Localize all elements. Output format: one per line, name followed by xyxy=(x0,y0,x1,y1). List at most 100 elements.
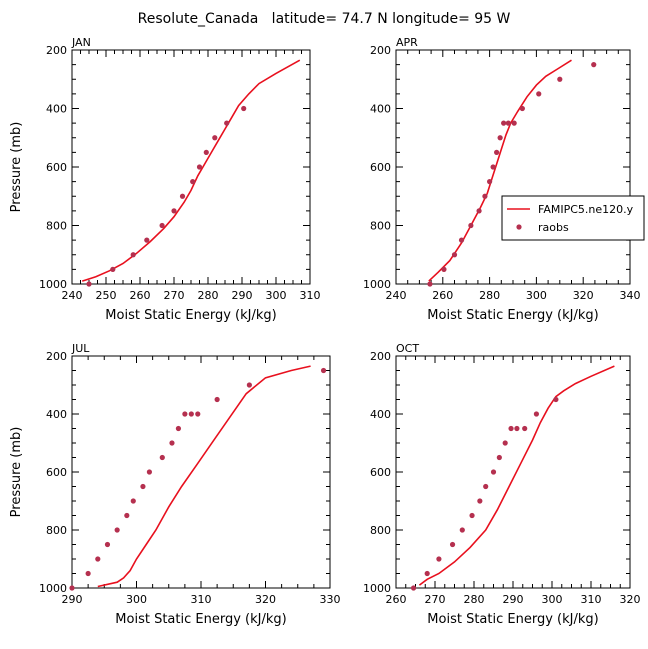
raobs-point xyxy=(522,425,528,432)
x-tick-label: 250 xyxy=(96,289,117,302)
raobs-point xyxy=(214,396,220,403)
raobs-point xyxy=(487,179,493,185)
plot-frame-apr xyxy=(395,49,631,285)
raobs-point xyxy=(490,469,497,475)
raobs-point xyxy=(169,440,175,446)
x-tick-label: 290 xyxy=(232,289,253,302)
raobs-point xyxy=(427,281,433,287)
x-tick-label: 290 xyxy=(62,593,83,606)
raobs-point xyxy=(482,193,488,199)
raobs-point xyxy=(494,149,500,155)
model-profile-line-apr xyxy=(428,59,572,282)
raobs-point xyxy=(511,120,517,126)
x-tick-label: 300 xyxy=(542,593,563,606)
y-tick-label: 800 xyxy=(46,220,67,233)
y-tick-label: 200 xyxy=(370,350,391,363)
model-profile-line-jul xyxy=(97,365,311,588)
raobs-point xyxy=(241,105,247,112)
raobs-point xyxy=(469,512,475,519)
raobs-point xyxy=(441,266,447,272)
raobs-point xyxy=(508,425,514,432)
legend: FAMIPC5.ne120.y raobs xyxy=(501,195,645,241)
raobs-point xyxy=(124,512,130,519)
x-axis-label: Moist Static Energy (kJ/kg) xyxy=(115,612,286,627)
raobs-point xyxy=(449,541,456,548)
x-tick-label: 240 xyxy=(62,289,83,302)
raobs-point xyxy=(533,411,540,417)
x-tick-label: 270 xyxy=(425,593,446,606)
raobs-point xyxy=(203,149,209,155)
x-tick-label: 340 xyxy=(620,289,641,302)
plot-frame-jan xyxy=(71,49,311,285)
y-tick-label: 600 xyxy=(370,161,391,174)
y-tick-label: 400 xyxy=(46,408,67,421)
raobs-point xyxy=(171,208,177,214)
panel-label-jul: JUL xyxy=(71,342,90,355)
raobs-point xyxy=(110,266,116,272)
raobs-point xyxy=(175,425,182,432)
legend-model-label: FAMIPC5.ne120.y xyxy=(538,203,634,216)
raobs-point xyxy=(459,527,465,533)
raobs-point xyxy=(557,76,563,82)
raobs-point xyxy=(436,556,442,562)
y-tick-label: 200 xyxy=(46,44,67,57)
panel-label-jan: JAN xyxy=(71,36,91,49)
y-tick-label: 200 xyxy=(370,44,391,57)
x-tick-label: 270 xyxy=(164,289,185,302)
legend-obs-swatch xyxy=(516,224,522,230)
raobs-point xyxy=(424,570,430,577)
x-tick-label: 320 xyxy=(620,593,641,606)
raobs-point xyxy=(490,164,496,170)
figure-title: Resolute_Canada latitude= 74.7 N longitu… xyxy=(138,11,511,27)
raobs-point xyxy=(196,164,203,170)
raobs-point xyxy=(468,222,474,229)
raobs-point xyxy=(320,367,327,374)
x-tick-label: 320 xyxy=(573,289,594,302)
raobs-point xyxy=(130,252,136,258)
y-tick-label: 800 xyxy=(46,524,67,537)
raobs-point xyxy=(130,498,136,504)
raobs-point xyxy=(159,454,165,461)
raobs-point xyxy=(179,193,186,199)
raobs-point xyxy=(476,208,482,214)
y-tick-label: 800 xyxy=(370,220,391,233)
panel-label-apr: APR xyxy=(396,36,418,49)
legend-obs-label: raobs xyxy=(538,221,569,234)
raobs-point xyxy=(195,411,201,417)
raobs-point xyxy=(410,585,417,591)
panel-label-oct: OCT xyxy=(396,342,419,355)
raobs-point xyxy=(501,120,507,126)
raobs-point xyxy=(114,527,120,533)
legend-box xyxy=(501,195,645,241)
raobs-point xyxy=(536,91,542,97)
raobs-point xyxy=(502,440,508,446)
raobs-point xyxy=(483,483,489,490)
x-tick-label: 260 xyxy=(386,593,407,606)
raobs-point xyxy=(451,252,458,258)
raobs-point xyxy=(182,411,188,417)
y-tick-label: 600 xyxy=(46,161,67,174)
raobs-point xyxy=(140,483,146,490)
raobs-point xyxy=(190,179,196,185)
raobs-point xyxy=(212,135,218,141)
raobs-point xyxy=(519,105,525,112)
raobs-point xyxy=(146,469,152,475)
raobs-point xyxy=(477,498,483,504)
y-tick-label: 200 xyxy=(46,350,67,363)
raobs-point xyxy=(86,281,92,287)
raobs-point xyxy=(144,237,150,243)
x-tick-label: 330 xyxy=(320,593,341,606)
x-axis-label: Moist Static Energy (kJ/kg) xyxy=(427,612,598,627)
x-tick-label: 280 xyxy=(479,289,500,302)
x-tick-label: 310 xyxy=(581,593,602,606)
x-axis-label: Moist Static Energy (kJ/kg) xyxy=(105,308,276,323)
panel-jul: JUL 290 300 310 320 330 200 400 600 800 1000 Moist … xyxy=(9,342,341,627)
raobs-point xyxy=(458,237,465,243)
x-tick-label: 280 xyxy=(464,593,485,606)
x-tick-label: 300 xyxy=(526,289,547,302)
y-axis-label: Pressure (mb) xyxy=(9,122,24,213)
raobs-point xyxy=(95,556,101,562)
plot-frame-oct xyxy=(395,355,631,589)
raobs-point xyxy=(104,541,111,548)
